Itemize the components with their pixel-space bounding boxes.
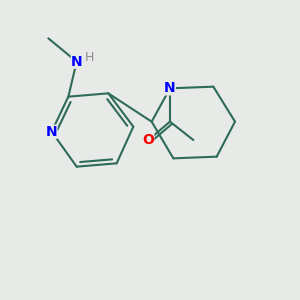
Text: N: N [71,55,82,69]
Text: N: N [164,81,176,95]
Text: O: O [142,133,154,147]
Text: H: H [85,51,94,64]
Text: N: N [46,125,58,139]
